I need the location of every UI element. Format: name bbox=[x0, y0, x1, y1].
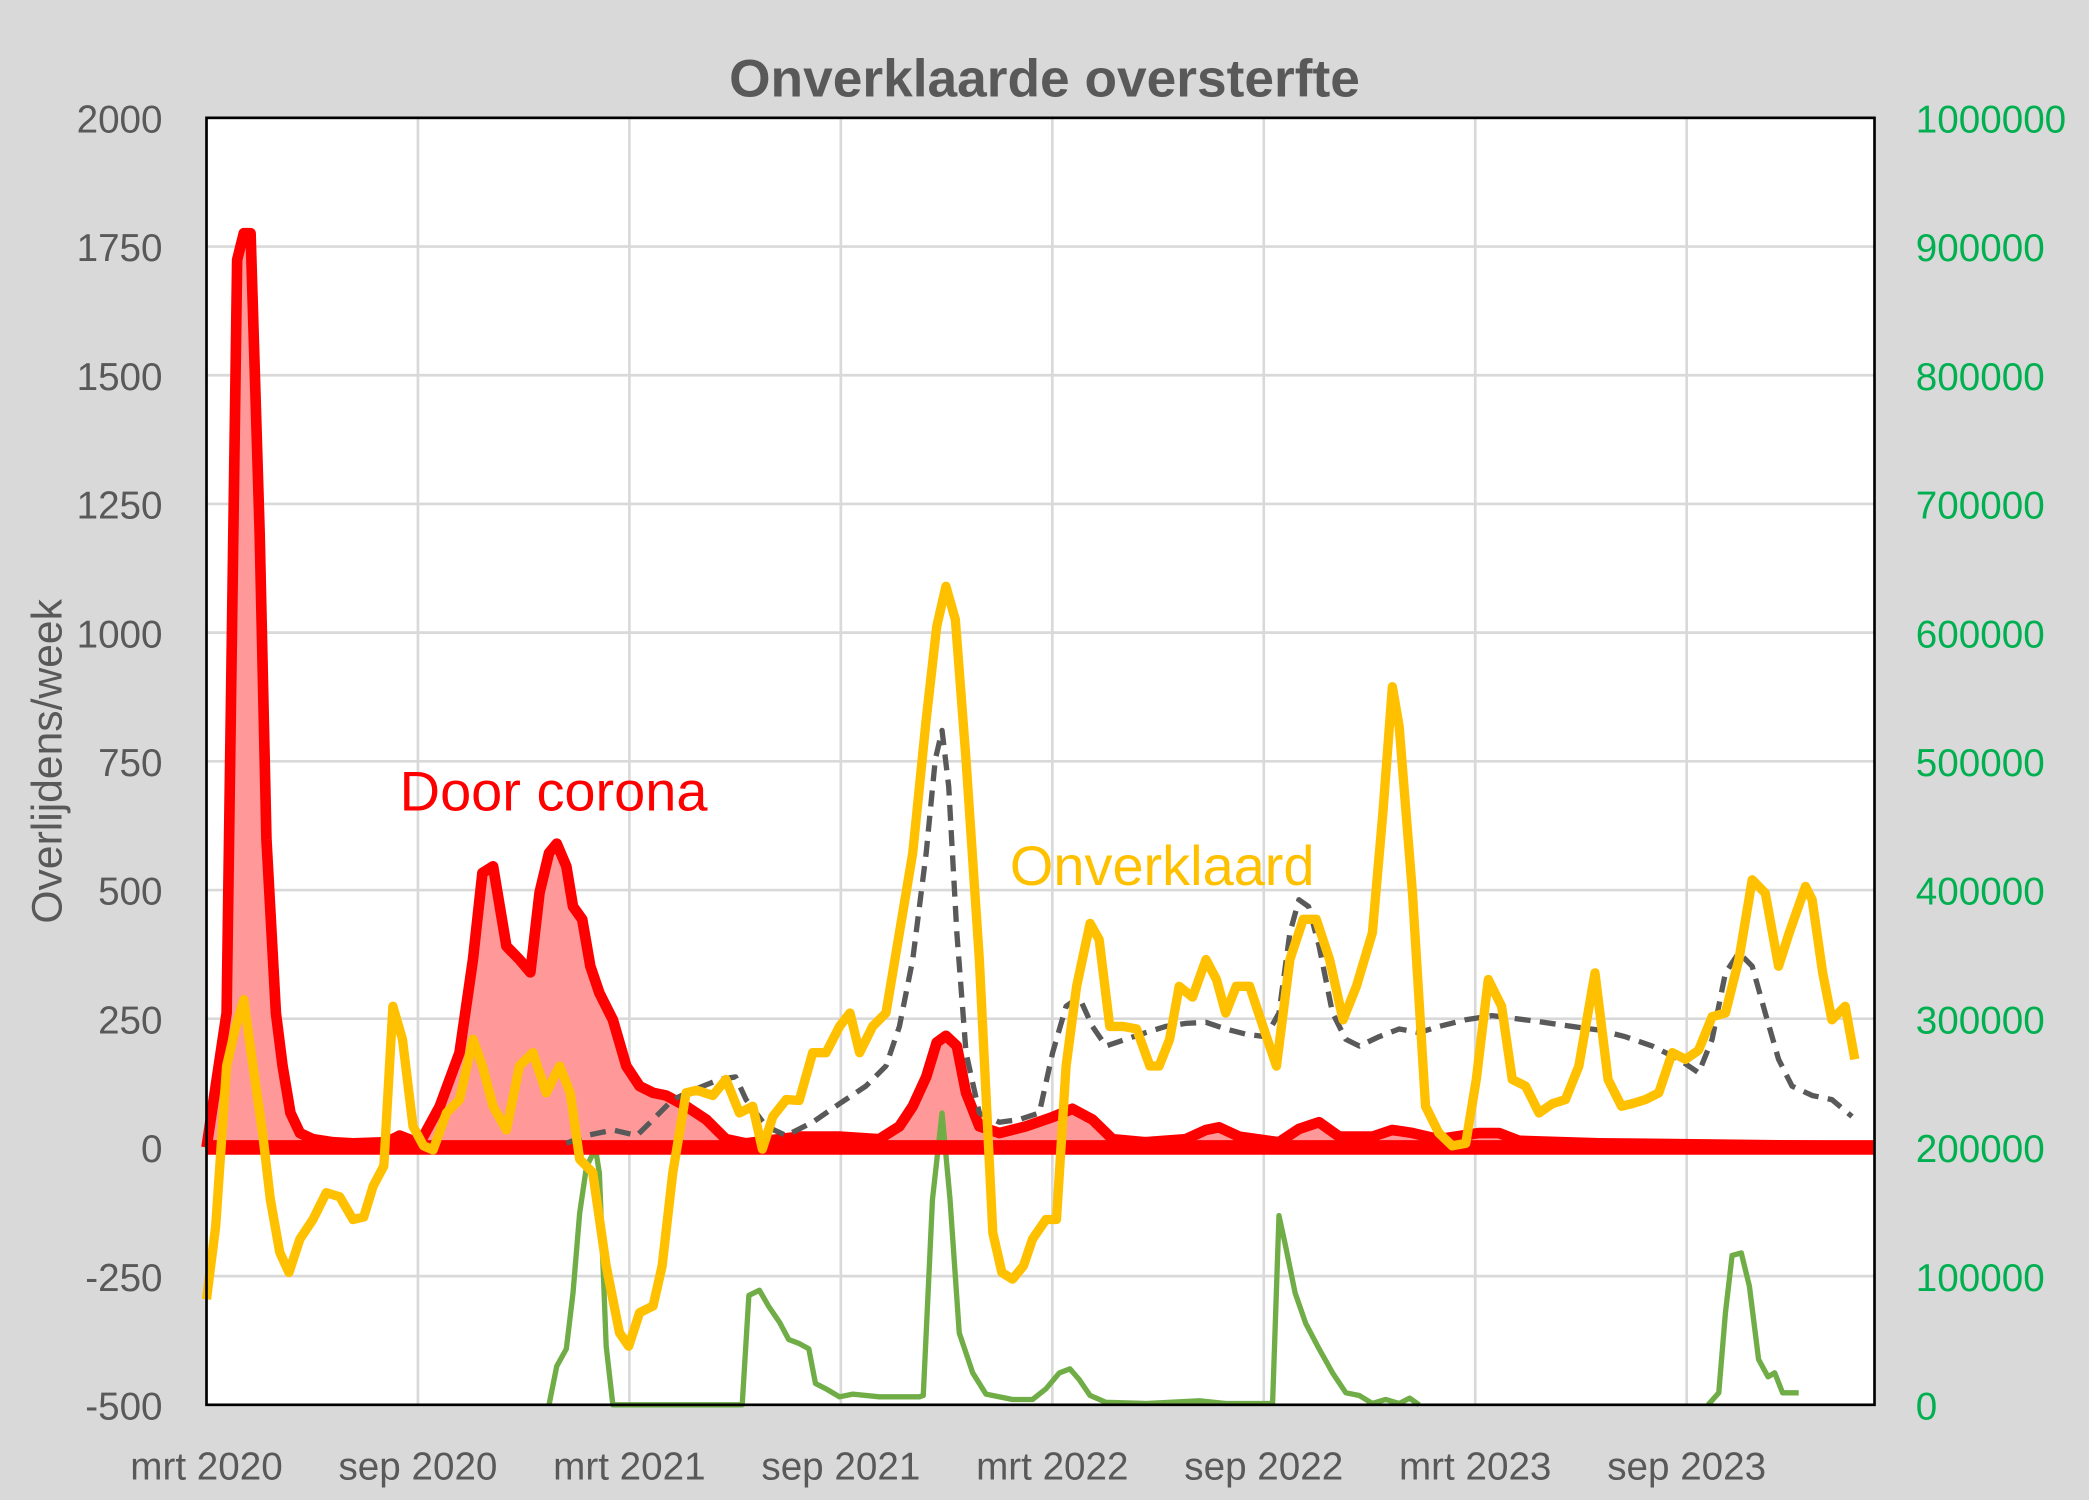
y-tick-label: 500 bbox=[98, 871, 162, 914]
x-tick-label: mrt 2021 bbox=[553, 1445, 705, 1488]
y2-tick-label: 900000 bbox=[1916, 227, 2045, 270]
axis-labels: 2000 1750 1500 1250 1000 750 500 250 0 -250 -500 10… bbox=[77, 98, 2067, 1488]
y-tick-label: 0 bbox=[141, 1128, 162, 1171]
y2-tick-label: 300000 bbox=[1916, 999, 2045, 1042]
onverklaard-line bbox=[201, 581, 1860, 1351]
x-tick-label: sep 2020 bbox=[338, 1445, 497, 1488]
x-tick-label: sep 2021 bbox=[761, 1445, 920, 1488]
y-tick-label: 1750 bbox=[77, 227, 163, 270]
y2-tick-label: 0 bbox=[1916, 1385, 1937, 1428]
x-tick-label: sep 2023 bbox=[1607, 1445, 1766, 1488]
annotation-onverklaard: Onverklaard bbox=[1010, 834, 1315, 897]
y2-tick-label: 200000 bbox=[1916, 1128, 2045, 1171]
y-tick-label: 1250 bbox=[77, 485, 163, 528]
x-tick-label: sep 2022 bbox=[1184, 1445, 1343, 1488]
x-tick-label: mrt 2023 bbox=[1399, 1445, 1551, 1488]
annotation-door-corona: Door corona bbox=[400, 760, 709, 823]
y2-tick-label: 700000 bbox=[1916, 485, 2045, 528]
y2-tick-label: 800000 bbox=[1916, 356, 2045, 399]
y-tick-label: 1000 bbox=[77, 613, 163, 656]
y-tick-label: 750 bbox=[98, 742, 162, 785]
y-tick-label: 2000 bbox=[77, 98, 163, 141]
chart-title: Onverklaarde oversterfte bbox=[729, 50, 1360, 109]
x-tick-label: mrt 2022 bbox=[976, 1445, 1128, 1488]
plot-border bbox=[205, 116, 1876, 1407]
y2-tick-label: 100000 bbox=[1916, 1257, 2045, 1300]
y2-tick-label: 400000 bbox=[1916, 871, 2045, 914]
y2-tick-label: 1000000 bbox=[1916, 98, 2066, 141]
y2-tick-label: 500000 bbox=[1916, 742, 2045, 785]
y-tick-label: 1500 bbox=[77, 356, 163, 399]
y-axis-label: Overlijdens/week bbox=[23, 598, 71, 923]
x-tick-label: mrt 2020 bbox=[130, 1445, 282, 1488]
y-tick-label: -500 bbox=[85, 1385, 162, 1428]
green-series-line-2023 bbox=[1706, 1250, 1799, 1407]
series-group bbox=[201, 227, 1875, 1408]
y-tick-label: -250 bbox=[85, 1257, 162, 1300]
y2-tick-label: 600000 bbox=[1916, 613, 2045, 656]
y-tick-label: 250 bbox=[98, 999, 162, 1042]
